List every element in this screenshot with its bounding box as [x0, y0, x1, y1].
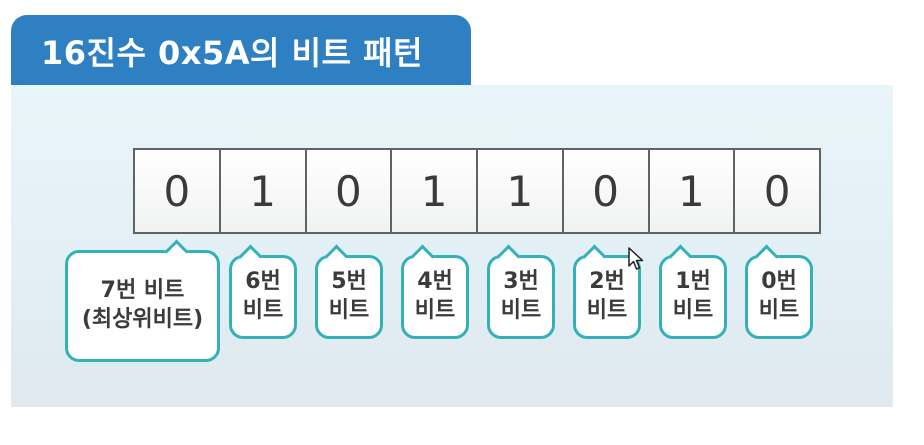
bit-7-sublabel: (최상위비트) [81, 307, 204, 332]
bit-4-sublabel: 비트 [414, 298, 456, 323]
bit-6-label: 6번 [245, 269, 281, 295]
bit-3-label: 3번 [503, 269, 539, 295]
bit-0-label: 0번 [761, 269, 797, 295]
slide-title: 16진수 0x5A의 비트 패턴 [41, 34, 423, 72]
bit-0-cell: 0 [735, 150, 819, 232]
bit-1-sublabel: 비트 [672, 298, 714, 323]
bit-3-cell: 1 [478, 150, 564, 232]
bit-3-callout: 3번 비트 [487, 244, 555, 339]
bit-1-callout: 1번 비트 [659, 244, 727, 339]
bit-5-label: 5번 [331, 269, 367, 295]
bit-5-sublabel: 비트 [328, 298, 370, 323]
bit-4-cell: 1 [392, 150, 478, 232]
bit-1-cell: 1 [649, 150, 736, 232]
bit-0-callout: 0번 비트 [745, 244, 813, 339]
bit-7-label: 7번 비트 [100, 278, 185, 304]
bit-6-cell: 1 [220, 150, 307, 232]
bit-7-cell: 0 [135, 150, 221, 232]
bit-4-label: 4번 [417, 269, 453, 295]
mouse-pointer-icon [628, 247, 644, 270]
bit-2-sublabel: 비트 [586, 298, 628, 323]
bit-2-label: 2번 [589, 269, 625, 295]
bit-6-callout: 6번 비트 [229, 244, 297, 339]
bit-5-callout: 5번 비트 [315, 244, 383, 339]
bit-2-cell: 0 [563, 150, 650, 232]
bit-0-sublabel: 비트 [758, 298, 800, 323]
bit-7-callout: 7번 비트 (최상위비트) [65, 239, 220, 362]
bit-4-callout: 4번 비트 [401, 244, 469, 339]
bit-6-sublabel: 비트 [242, 298, 284, 323]
bit-3-sublabel: 비트 [500, 298, 542, 323]
bit-5-cell: 0 [306, 150, 393, 232]
title-bar: 16진수 0x5A의 비트 패턴 [11, 15, 471, 87]
bit-pattern-row: 0 1 0 1 1 0 1 0 [133, 148, 821, 234]
bit-1-label: 1번 [675, 269, 711, 295]
bit-2-callout: 2번 비트 [573, 244, 641, 339]
